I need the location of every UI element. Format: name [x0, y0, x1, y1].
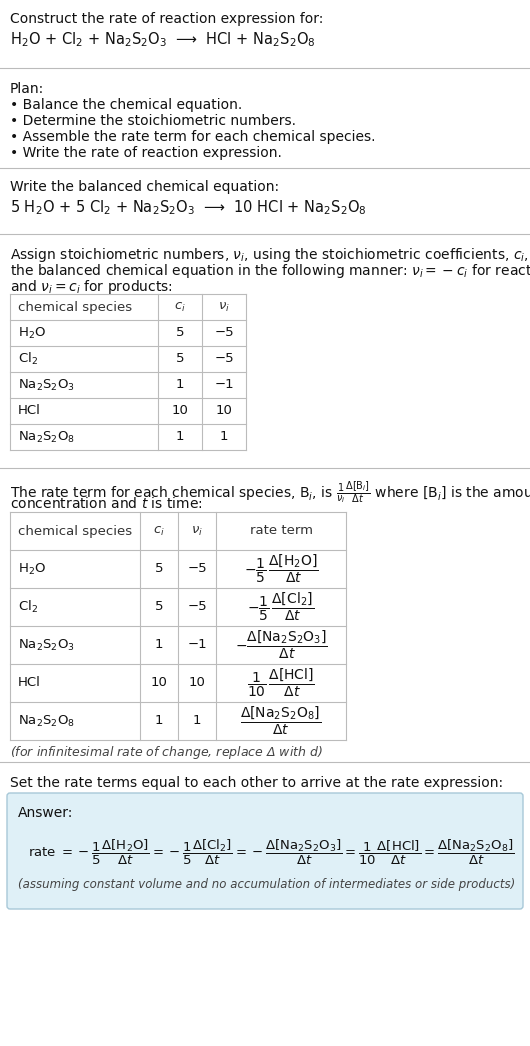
Text: • Determine the stoichiometric numbers.: • Determine the stoichiometric numbers. [10, 114, 296, 128]
Text: −5: −5 [187, 563, 207, 575]
Text: −1: −1 [214, 379, 234, 391]
Text: H$_2$O: H$_2$O [18, 325, 46, 341]
Text: $c_i$: $c_i$ [153, 524, 165, 538]
Text: rate $= -\dfrac{1}{5}\dfrac{\Delta[\mathrm{H_2O}]}{\Delta t} = -\dfrac{1}{5}\dfr: rate $= -\dfrac{1}{5}\dfrac{\Delta[\math… [28, 838, 515, 867]
Text: Cl$_2$: Cl$_2$ [18, 351, 38, 367]
Text: Na$_2$S$_2$O$_8$: Na$_2$S$_2$O$_8$ [18, 430, 75, 445]
Text: −1: −1 [187, 638, 207, 652]
Text: 1: 1 [220, 431, 228, 444]
Text: $-\dfrac{1}{5}\,\dfrac{\Delta[\mathrm{H_2O}]}{\Delta t}$: $-\dfrac{1}{5}\,\dfrac{\Delta[\mathrm{H_… [244, 553, 319, 585]
Text: 10: 10 [172, 405, 189, 417]
Text: chemical species: chemical species [18, 524, 132, 538]
Text: (assuming constant volume and no accumulation of intermediates or side products): (assuming constant volume and no accumul… [18, 878, 515, 891]
Text: $\dfrac{\Delta[\mathrm{Na_2S_2O_8}]}{\Delta t}$: $\dfrac{\Delta[\mathrm{Na_2S_2O_8}]}{\De… [241, 705, 322, 737]
Text: 10: 10 [189, 677, 206, 689]
Text: $\dfrac{1}{10}\,\dfrac{\Delta[\mathrm{HCl}]}{\Delta t}$: $\dfrac{1}{10}\,\dfrac{\Delta[\mathrm{HC… [247, 667, 315, 699]
FancyBboxPatch shape [7, 793, 523, 909]
Text: H$_2$O + Cl$_2$ + Na$_2$S$_2$O$_3$  ⟶  HCl + Na$_2$S$_2$O$_8$: H$_2$O + Cl$_2$ + Na$_2$S$_2$O$_3$ ⟶ HCl… [10, 30, 315, 49]
Text: Construct the rate of reaction expression for:: Construct the rate of reaction expressio… [10, 12, 323, 26]
Text: −5: −5 [214, 353, 234, 365]
Text: H$_2$O: H$_2$O [18, 562, 46, 576]
Text: 5 H$_2$O + 5 Cl$_2$ + Na$_2$S$_2$O$_3$  ⟶  10 HCl + Na$_2$S$_2$O$_8$: 5 H$_2$O + 5 Cl$_2$ + Na$_2$S$_2$O$_3$ ⟶… [10, 198, 367, 217]
Text: 1: 1 [155, 638, 163, 652]
Text: • Write the rate of reaction expression.: • Write the rate of reaction expression. [10, 146, 282, 160]
Text: −5: −5 [187, 600, 207, 614]
Text: Cl$_2$: Cl$_2$ [18, 599, 38, 615]
Text: rate term: rate term [250, 524, 313, 538]
Text: 1: 1 [176, 431, 184, 444]
Text: 5: 5 [176, 353, 184, 365]
Text: $\nu_i$: $\nu_i$ [218, 300, 230, 314]
Text: 1: 1 [193, 714, 201, 728]
Text: • Balance the chemical equation.: • Balance the chemical equation. [10, 98, 242, 112]
Text: 1: 1 [176, 379, 184, 391]
Text: The rate term for each chemical species, B$_i$, is $\frac{1}{\nu_i}\frac{\Delta[: The rate term for each chemical species,… [10, 480, 530, 506]
Text: Plan:: Plan: [10, 82, 44, 96]
Text: 1: 1 [155, 714, 163, 728]
Text: Set the rate terms equal to each other to arrive at the rate expression:: Set the rate terms equal to each other t… [10, 776, 503, 790]
Text: $c_i$: $c_i$ [174, 300, 186, 314]
Text: Na$_2$S$_2$O$_3$: Na$_2$S$_2$O$_3$ [18, 378, 75, 392]
Text: $\nu_i$: $\nu_i$ [191, 524, 203, 538]
Text: Na$_2$S$_2$O$_8$: Na$_2$S$_2$O$_8$ [18, 713, 75, 729]
Text: 5: 5 [155, 563, 163, 575]
Text: −5: −5 [214, 326, 234, 340]
Text: 5: 5 [155, 600, 163, 614]
Text: chemical species: chemical species [18, 300, 132, 314]
Text: Answer:: Answer: [18, 806, 73, 820]
Text: Na$_2$S$_2$O$_3$: Na$_2$S$_2$O$_3$ [18, 637, 75, 653]
Text: • Assemble the rate term for each chemical species.: • Assemble the rate term for each chemic… [10, 130, 375, 144]
Text: the balanced chemical equation in the following manner: $\nu_i = -c_i$ for react: the balanced chemical equation in the fo… [10, 262, 530, 280]
Text: Assign stoichiometric numbers, $\nu_i$, using the stoichiometric coefficients, $: Assign stoichiometric numbers, $\nu_i$, … [10, 246, 530, 264]
Text: HCl: HCl [18, 405, 41, 417]
Text: HCl: HCl [18, 677, 41, 689]
Text: and $\nu_i = c_i$ for products:: and $\nu_i = c_i$ for products: [10, 278, 173, 296]
Text: $-\dfrac{\Delta[\mathrm{Na_2S_2O_3}]}{\Delta t}$: $-\dfrac{\Delta[\mathrm{Na_2S_2O_3}]}{\D… [235, 629, 328, 661]
Text: Write the balanced chemical equation:: Write the balanced chemical equation: [10, 180, 279, 194]
Text: concentration and $t$ is time:: concentration and $t$ is time: [10, 496, 202, 511]
Text: 5: 5 [176, 326, 184, 340]
Text: $-\dfrac{1}{5}\,\dfrac{\Delta[\mathrm{Cl_2}]}{\Delta t}$: $-\dfrac{1}{5}\,\dfrac{\Delta[\mathrm{Cl… [248, 591, 314, 623]
Text: (for infinitesimal rate of change, replace Δ with $d$): (for infinitesimal rate of change, repla… [10, 744, 323, 761]
Text: 10: 10 [151, 677, 167, 689]
Text: 10: 10 [216, 405, 233, 417]
